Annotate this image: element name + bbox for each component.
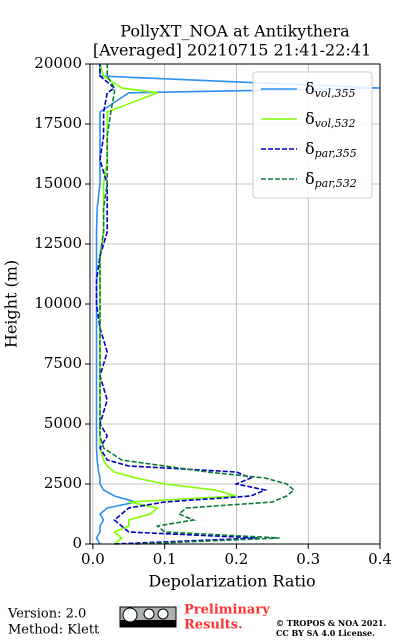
y-tick-label: 15000 <box>34 174 82 192</box>
version: Version: 2.0 <box>7 607 86 622</box>
legend-box <box>252 71 373 199</box>
y-axis-label: Height (m) <box>2 260 21 348</box>
y-tick-label: 5000 <box>44 414 82 432</box>
preliminary-note: Results. <box>184 618 243 633</box>
legend-label: δvol,355 <box>305 79 356 101</box>
license: © TROPOS & NOA 2021. <box>276 618 386 628</box>
chart-title: PollyXT_NOA at Antikythera <box>120 22 350 41</box>
legend-subscript: vol,532 <box>315 117 356 130</box>
legend-symbol: δ <box>305 169 315 188</box>
x-tick-label: 0.2 <box>225 550 249 568</box>
x-tick-label: 0.0 <box>81 550 105 568</box>
y-tick-label: 17500 <box>34 114 82 132</box>
plot-frame <box>89 63 381 545</box>
legend-symbol: δ <box>305 79 315 98</box>
y-tick-label: 20000 <box>34 54 82 72</box>
method: Method: Klett <box>8 623 100 638</box>
x-tick-label: 0.3 <box>296 550 320 568</box>
x-tick-label: 0.1 <box>153 550 177 568</box>
legend-label: δvol,532 <box>305 109 356 131</box>
profile-line <box>95 64 381 545</box>
legend-subscript: par,355 <box>315 147 357 160</box>
cc-logo <box>119 606 177 628</box>
license: CC BY SA 4.0 License. <box>276 628 375 638</box>
profile-line <box>95 64 268 545</box>
x-tick-label: 0.4 <box>368 550 392 568</box>
chart-title: [Averaged] 20210715 21:41-22:41 <box>93 41 371 60</box>
legend-label: δpar,355 <box>305 139 357 161</box>
x-axis-label: Depolarization Ratio <box>148 572 315 591</box>
legend-symbol: δ <box>305 109 315 128</box>
y-tick-label: 12500 <box>34 234 82 252</box>
legend-subscript: vol,355 <box>315 87 356 100</box>
legend-label: δpar,532 <box>305 169 357 191</box>
legend-symbol: δ <box>305 139 315 158</box>
y-tick-label: 7500 <box>44 354 82 372</box>
y-tick-label: 0 <box>72 534 82 552</box>
preliminary-note: Preliminary <box>184 603 270 618</box>
legend-subscript: par,532 <box>315 177 357 190</box>
y-tick-label: 2500 <box>44 474 82 492</box>
profile-line <box>99 64 296 545</box>
y-tick-label: 10000 <box>34 294 82 312</box>
